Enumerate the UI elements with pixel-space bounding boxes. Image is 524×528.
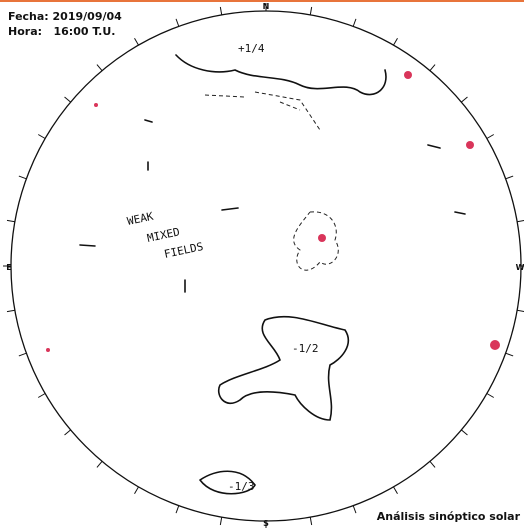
active-spot: [318, 234, 326, 242]
limb-tick: [37, 393, 46, 398]
south-region-label: -1/3: [228, 480, 255, 493]
solar-disk: [10, 10, 522, 522]
north-region-label: +1/4: [238, 42, 265, 55]
center-filament: [218, 315, 350, 421]
south-label: S: [263, 519, 269, 528]
east-label: E: [6, 263, 11, 272]
limb-ticks: [3, 3, 524, 528]
limb-tick: [309, 517, 313, 526]
limb-tick: [6, 309, 15, 313]
limb-tick: [461, 96, 468, 103]
limb-tick: [64, 96, 71, 103]
limb-tick: [18, 175, 27, 180]
footer: Análisis sinóptico solar: [377, 510, 521, 523]
limb-tick: [219, 6, 223, 15]
limb-tick: [505, 352, 514, 357]
marks: [79, 119, 466, 293]
limb-tick: [134, 486, 139, 495]
limb-tick: [175, 505, 180, 514]
limb-tick: [96, 461, 103, 468]
north-boundary: [175, 54, 387, 96]
limb-tick: [18, 352, 27, 357]
limb-tick: [219, 517, 223, 526]
weak-label: WEAK: [126, 210, 155, 228]
limb-tick: [486, 134, 495, 139]
north-label: N: [263, 2, 270, 11]
date: Fecha: 2019/09/04: [8, 10, 122, 23]
limb-tick: [393, 37, 398, 46]
center-region-label: -1/2: [292, 342, 319, 355]
top-border: [0, 0, 524, 2]
limb-tick: [352, 505, 357, 514]
north-neutral-line: [204, 91, 321, 131]
limb-tick: [175, 18, 180, 27]
limb-tick: [393, 486, 398, 495]
limb-tick: [517, 219, 524, 223]
limb-tick: [461, 429, 468, 436]
limb-tick: [505, 175, 514, 180]
limb-tick: [352, 18, 357, 27]
limb-tick: [64, 429, 71, 436]
limb-tick: [37, 134, 46, 139]
south-region: [199, 470, 256, 495]
limb-tick: [309, 6, 313, 15]
limb-tick: [134, 37, 139, 46]
limb-tick: [429, 64, 436, 71]
limb-tick: [96, 64, 103, 71]
limb-tick: [486, 393, 495, 398]
limb-tick: [6, 219, 15, 223]
fields-label: FIELDS: [163, 240, 205, 261]
time: Hora: 16:00 T.U.: [8, 25, 115, 38]
west-label: W: [516, 263, 524, 272]
limb-tick: [429, 461, 436, 468]
limb-prominences: [46, 71, 500, 352]
mixed-label: MIXED: [146, 225, 181, 245]
center-neutral-line: [293, 211, 339, 271]
limb-tick: [517, 309, 524, 313]
